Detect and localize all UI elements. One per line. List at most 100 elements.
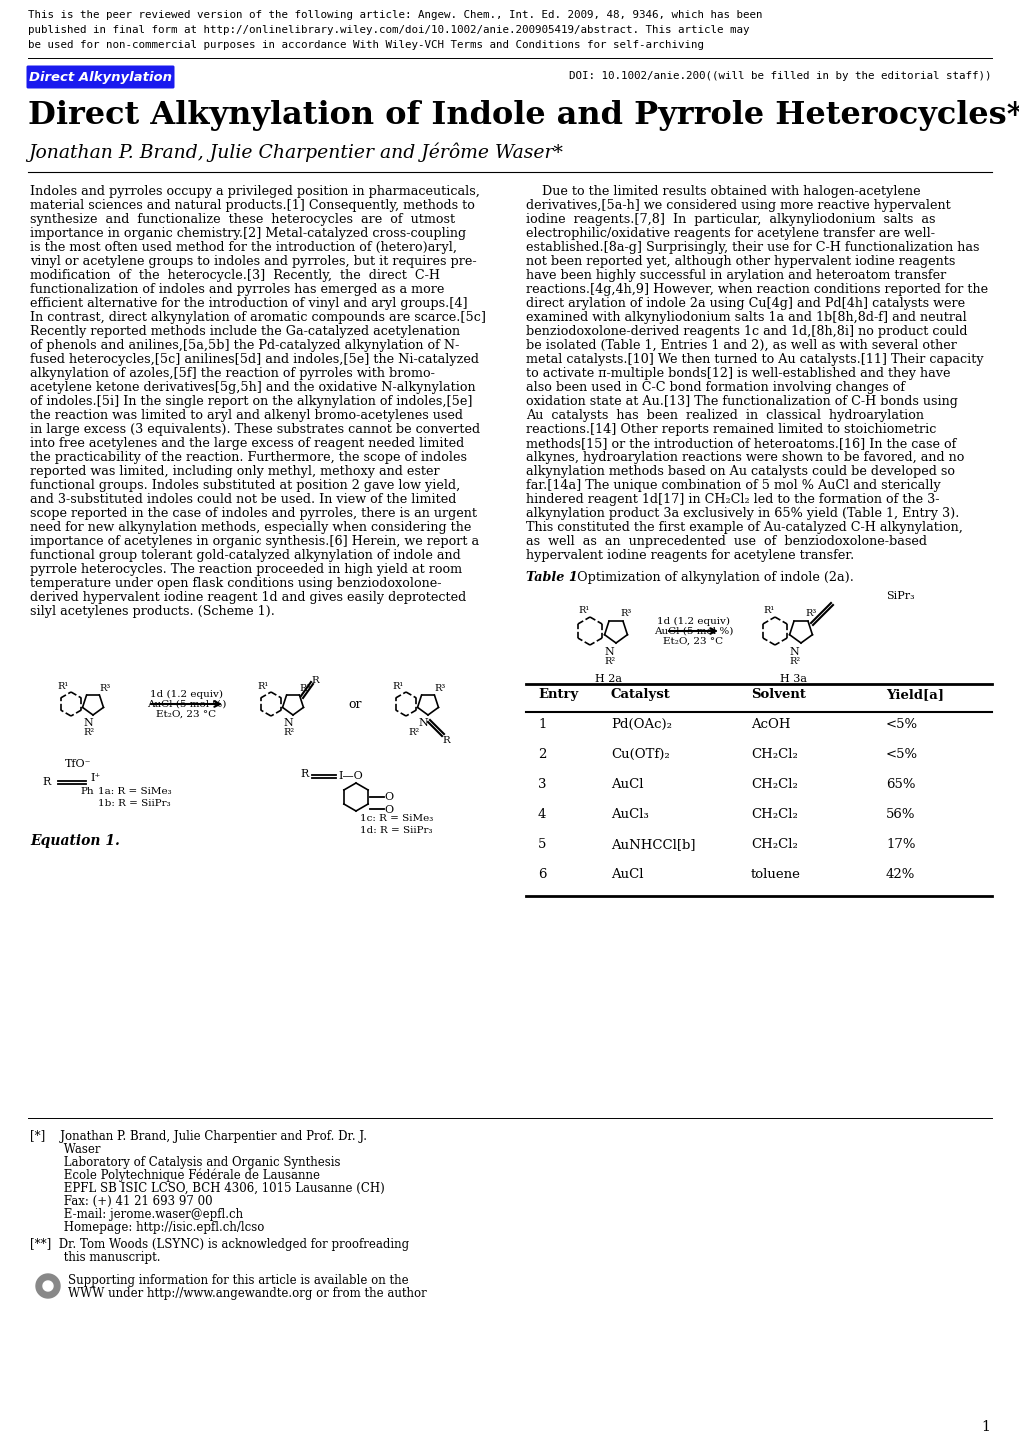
Text: toluene: toluene [750,868,800,881]
Text: 2: 2 [537,748,546,761]
Text: or: or [347,698,361,711]
Text: R: R [300,769,308,779]
Text: functional group tolerant gold-catalyzed alkynylation of indole and: functional group tolerant gold-catalyzed… [30,549,461,562]
Text: importance in organic chemistry.[2] Metal-catalyzed cross-coupling: importance in organic chemistry.[2] Meta… [30,226,466,239]
Text: hindered reagent 1d[17] in CH₂Cl₂ led to the formation of the 3-: hindered reagent 1d[17] in CH₂Cl₂ led to… [526,493,938,506]
Text: Indoles and pyrroles occupy a privileged position in pharmaceuticals,: Indoles and pyrroles occupy a privileged… [30,185,479,198]
Text: as  well  as  an  unprecedented  use  of  benziodoxolone-based: as well as an unprecedented use of benzi… [526,535,926,548]
Text: AuCl: AuCl [610,868,643,881]
Text: reactions.[14] Other reports remained limited to stoichiometric: reactions.[14] Other reports remained li… [526,423,935,435]
Text: Homepage: http://isic.epfl.ch/lcso: Homepage: http://isic.epfl.ch/lcso [30,1221,264,1234]
Text: In contrast, direct alkynylation of aromatic compounds are scarce.[5c]: In contrast, direct alkynylation of arom… [30,311,485,324]
Text: 17%: 17% [886,838,915,851]
Text: R¹: R¹ [762,606,773,614]
Text: N: N [418,718,427,728]
Text: alkynylation methods based on Au catalysts could be developed so: alkynylation methods based on Au catalys… [526,464,954,477]
Text: this manuscript.: this manuscript. [30,1252,160,1265]
Text: 1d: R = SiiPr₃: 1d: R = SiiPr₃ [360,826,432,835]
Text: R²: R² [603,658,614,666]
Text: R²: R² [789,658,799,666]
Text: R³: R³ [620,609,631,619]
Text: WWW under http://www.angewandte.org or from the author: WWW under http://www.angewandte.org or f… [68,1288,426,1301]
Text: R³: R³ [99,684,110,694]
Polygon shape [43,1280,53,1291]
Text: Jonathan P. Brand, Julie Charpentier and Jérôme Waser*: Jonathan P. Brand, Julie Charpentier and… [28,141,562,162]
Text: derived hypervalent iodine reagent 1d and gives easily deprotected: derived hypervalent iodine reagent 1d an… [30,591,466,604]
Text: Catalyst: Catalyst [610,688,671,701]
Text: 1d (1.2 equiv): 1d (1.2 equiv) [150,691,223,699]
Text: of phenols and anilines,[5a,5b] the Pd-catalyzed alkynylation of N-: of phenols and anilines,[5a,5b] the Pd-c… [30,339,459,352]
Text: 65%: 65% [886,779,915,792]
Text: Pd(OAc)₂: Pd(OAc)₂ [610,718,672,731]
Text: importance of acetylenes in organic synthesis.[6] Herein, we report a: importance of acetylenes in organic synt… [30,535,479,548]
Text: Equation 1.: Equation 1. [30,833,120,848]
Text: R³: R³ [299,684,310,694]
Text: material sciences and natural products.[1] Consequently, methods to: material sciences and natural products.[… [30,199,475,212]
Text: 1d (1.2 equiv): 1d (1.2 equiv) [656,617,730,626]
Text: alkynylation of azoles,[5f] the reaction of pyrroles with bromo-: alkynylation of azoles,[5f] the reaction… [30,368,434,381]
Text: AuNHCCl[b]: AuNHCCl[b] [610,838,695,851]
Text: not been reported yet, although other hypervalent iodine reagents: not been reported yet, although other hy… [526,255,955,268]
Text: O: O [383,792,392,802]
Text: R²: R² [83,728,94,737]
Text: hypervalent iodine reagents for acetylene transfer.: hypervalent iodine reagents for acetylen… [526,549,854,562]
Text: This is the peer reviewed version of the following article: Angew. Chem., Int. E: This is the peer reviewed version of the… [28,10,762,20]
Text: acetylene ketone derivatives[5g,5h] and the oxidative N-alkynylation: acetylene ketone derivatives[5g,5h] and … [30,381,475,394]
Text: the practicability of the reaction. Furthermore, the scope of indoles: the practicability of the reaction. Furt… [30,451,467,464]
Polygon shape [36,1273,60,1298]
Text: Ph: Ph [79,787,94,796]
Text: benziodoxolone-derived reagents 1c and 1d,[8h,8i] no product could: benziodoxolone-derived reagents 1c and 1… [526,324,967,337]
Text: AcOH: AcOH [750,718,790,731]
Text: reported was limited, including only methyl, methoxy and ester: reported was limited, including only met… [30,464,439,477]
Text: need for new alkynylation methods, especially when considering the: need for new alkynylation methods, espec… [30,521,471,534]
Text: pyrrole heterocycles. The reaction proceeded in high yield at room: pyrrole heterocycles. The reaction proce… [30,562,462,575]
Text: in large excess (3 equivalents). These substrates cannot be converted: in large excess (3 equivalents). These s… [30,423,480,435]
Text: R¹: R¹ [57,682,68,691]
Text: Direct Alkynylation: Direct Alkynylation [29,71,172,84]
Text: 56%: 56% [886,808,915,820]
Text: metal catalysts.[10] We then turned to Au catalysts.[11] Their capacity: metal catalysts.[10] We then turned to A… [526,353,982,366]
Text: Supporting information for this article is available on the: Supporting information for this article … [68,1273,409,1288]
Text: 5: 5 [537,838,546,851]
Text: Et₂O, 23 °C: Et₂O, 23 °C [662,637,722,646]
Text: Laboratory of Catalysis and Organic Synthesis: Laboratory of Catalysis and Organic Synt… [30,1156,340,1169]
Text: Yield[a]: Yield[a] [886,688,943,701]
Text: N: N [603,647,613,658]
Text: Au  catalysts  has  been  realized  in  classical  hydroarylation: Au catalysts has been realized in classi… [526,410,923,423]
Text: AuCl: AuCl [610,779,643,792]
Text: CH₂Cl₂: CH₂Cl₂ [750,838,797,851]
Text: the reaction was limited to aryl and alkenyl bromo-acetylenes used: the reaction was limited to aryl and alk… [30,410,463,423]
FancyBboxPatch shape [26,65,174,88]
Text: reactions.[4g,4h,9] However, when reaction conditions reported for the: reactions.[4g,4h,9] However, when reacti… [526,283,987,296]
Text: [*]    Jonathan P. Brand, Julie Charpentier and Prof. Dr. J.: [*] Jonathan P. Brand, Julie Charpentier… [30,1131,367,1144]
Text: AuCl (5 mol %): AuCl (5 mol %) [147,699,226,709]
Text: Waser: Waser [30,1144,101,1156]
Text: silyl acetylenes products. (Scheme 1).: silyl acetylenes products. (Scheme 1). [30,606,274,619]
Text: into free acetylenes and the large excess of reagent needed limited: into free acetylenes and the large exces… [30,437,464,450]
Text: N: N [83,718,93,728]
Text: 1a: R = SiMe₃: 1a: R = SiMe₃ [98,787,171,796]
Text: synthesize  and  functionalize  these  heterocycles  are  of  utmost: synthesize and functionalize these heter… [30,213,454,226]
Text: established.[8a-g] Surprisingly, their use for C-H functionalization has: established.[8a-g] Surprisingly, their u… [526,241,978,254]
Text: H 2a: H 2a [595,673,622,684]
Text: oxidation state at Au.[13] The functionalization of C-H bonds using: oxidation state at Au.[13] The functiona… [526,395,957,408]
Text: 4: 4 [537,808,546,820]
Text: also been used in C-C bond formation involving changes of: also been used in C-C bond formation inv… [526,381,904,394]
Text: alkynes, hydroarylation reactions were shown to be favored, and no: alkynes, hydroarylation reactions were s… [526,451,963,464]
Text: [**]  Dr. Tom Woods (LSYNC) is acknowledged for proofreading: [**] Dr. Tom Woods (LSYNC) is acknowledg… [30,1239,409,1252]
Text: functionalization of indoles and pyrroles has emerged as a more: functionalization of indoles and pyrrole… [30,283,444,296]
Text: Fax: (+) 41 21 693 97 00: Fax: (+) 41 21 693 97 00 [30,1195,212,1208]
Text: published in final form at http://onlinelibrary.wiley.com/doi/10.1002/anie.20090: published in final form at http://online… [28,25,749,35]
Text: R³: R³ [804,609,815,619]
Text: R¹: R¹ [578,606,589,614]
Text: AuCl (5 mol %): AuCl (5 mol %) [653,627,733,636]
Text: H 3a: H 3a [780,673,807,684]
Text: be isolated (Table 1, Entries 1 and 2), as well as with several other: be isolated (Table 1, Entries 1 and 2), … [526,339,956,352]
Text: Recently reported methods include the Ga-catalyzed acetylenation: Recently reported methods include the Ga… [30,324,460,337]
Text: R¹: R¹ [257,682,268,691]
Text: R: R [441,735,449,746]
Text: derivatives,[5a-h] we considered using more reactive hypervalent: derivatives,[5a-h] we considered using m… [526,199,950,212]
Text: is the most often used method for the introduction of (hetero)aryl,: is the most often used method for the in… [30,241,457,254]
Text: O: O [383,805,392,815]
Text: fused heterocycles,[5c] anilines[5d] and indoles,[5e] the Ni-catalyzed: fused heterocycles,[5c] anilines[5d] and… [30,353,479,366]
